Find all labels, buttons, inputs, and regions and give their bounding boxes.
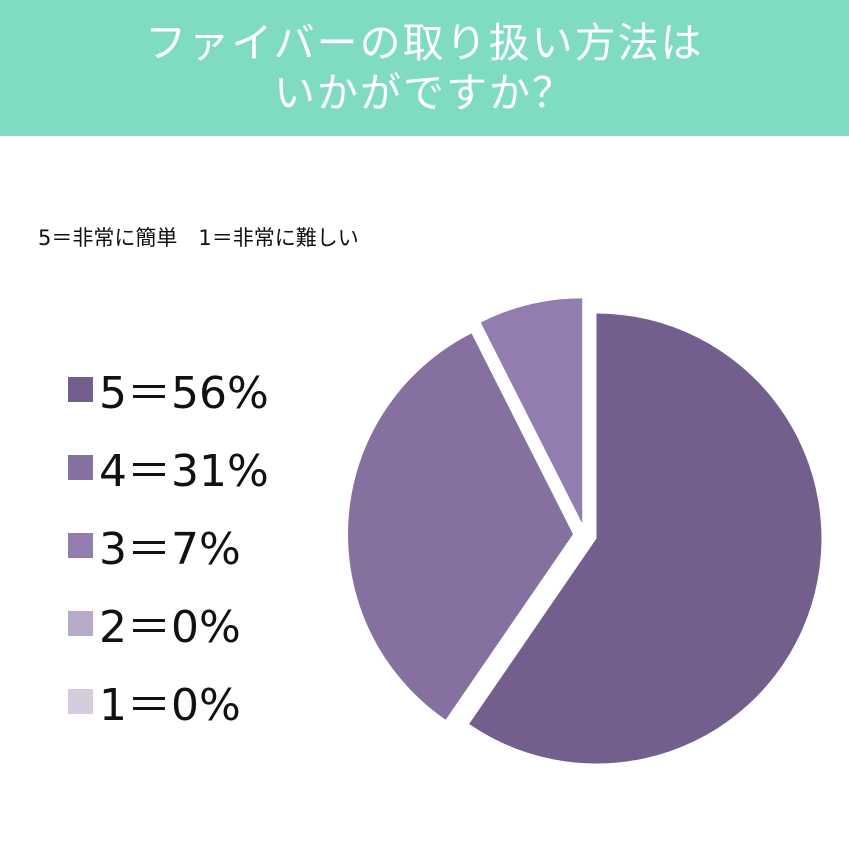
pie-slice-3 xyxy=(480,298,583,524)
legend-label-3: 3＝7% xyxy=(99,524,241,575)
title-banner: ファイバーの取り扱い方法は いかがですか？ xyxy=(0,0,849,136)
legend-swatch-4 xyxy=(68,454,93,480)
legend: 5＝56% 4＝31% 3＝7% 2＝0% 1＝0% xyxy=(68,350,269,740)
legend-swatch-1 xyxy=(68,688,93,714)
legend-item-1: 1＝0% xyxy=(68,662,269,740)
pie-slice-5 xyxy=(469,313,822,764)
legend-item-5: 5＝56% xyxy=(68,350,269,428)
legend-item-2: 2＝0% xyxy=(68,584,269,662)
legend-label-4: 4＝31% xyxy=(99,446,269,497)
scale-description: 5＝非常に簡単 1＝非常に難しい xyxy=(38,226,359,250)
legend-swatch-5 xyxy=(68,376,93,402)
legend-swatch-3 xyxy=(68,532,93,558)
legend-label-1: 1＝0% xyxy=(99,680,241,731)
legend-label-2: 2＝0% xyxy=(99,602,241,653)
chart-title-line-1: ファイバーの取り扱い方法は xyxy=(145,19,704,67)
pie-slice-4 xyxy=(348,333,574,720)
legend-item-3: 3＝7% xyxy=(68,506,269,584)
chart-title-line-2: いかがですか？ xyxy=(274,69,575,117)
legend-swatch-2 xyxy=(68,610,93,636)
legend-label-5: 5＝56% xyxy=(99,368,269,419)
legend-item-4: 4＝31% xyxy=(68,428,269,506)
